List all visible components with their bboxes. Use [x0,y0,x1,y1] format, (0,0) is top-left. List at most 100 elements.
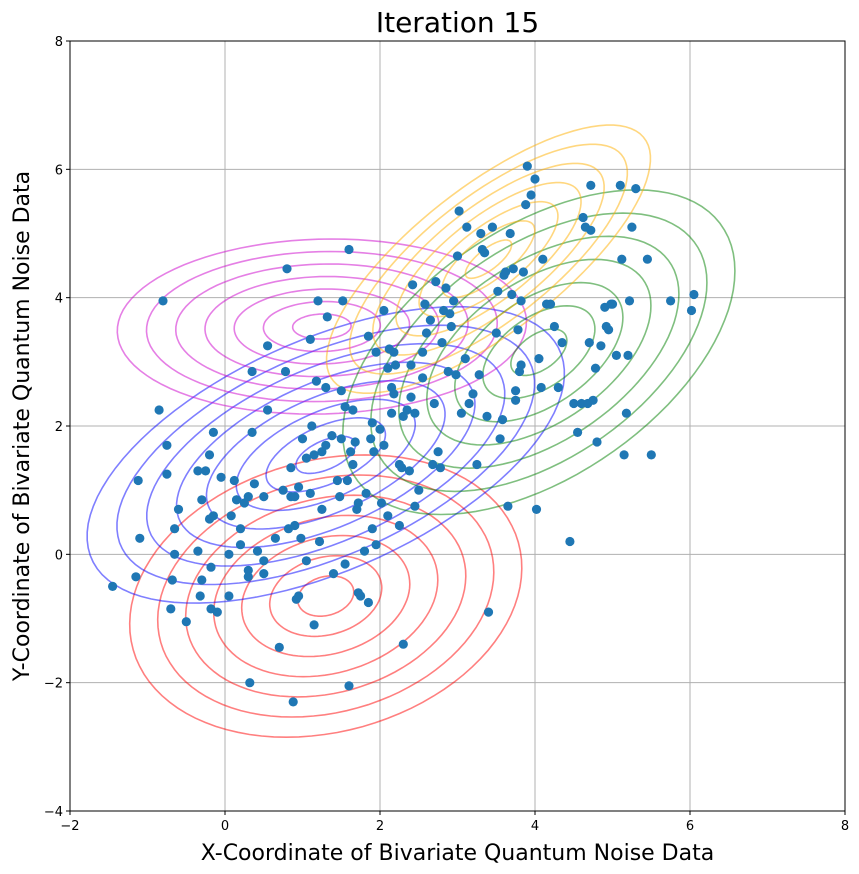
data-point [611,350,622,360]
data-point [573,427,583,437]
data-point [480,248,490,258]
data-point [390,360,401,370]
data-point [367,418,377,428]
contour-level [395,181,582,337]
data-point [195,591,205,601]
data-point [418,373,428,383]
data-point [619,450,629,460]
data-point [534,354,544,364]
data-point [247,427,257,437]
data-point [305,488,315,498]
data-point [229,475,239,486]
contour-level [296,575,355,618]
data-point [313,296,323,306]
data-point [596,341,606,351]
data-point [472,459,482,470]
data-point [317,504,327,514]
data-point [522,161,532,171]
data-point [158,296,168,306]
data-point [497,415,508,425]
data-point [487,222,497,232]
y-tick-label: 2 [55,420,63,435]
data-point [389,347,399,357]
contour-level [291,313,352,340]
contour-level [240,534,411,658]
data-point [369,447,379,457]
x-tick-label: 2 [376,819,384,834]
data-point [309,450,319,460]
contour-level [348,143,629,375]
data-point [162,440,172,450]
data-point [335,492,345,502]
data-point [314,536,325,547]
data-point [443,366,453,377]
data-point [376,498,387,508]
data-point [578,212,588,223]
data-point [425,315,435,325]
data-point [586,225,596,235]
data-point [259,492,269,502]
contour-level [268,554,383,638]
y-tick-label: 4 [55,292,63,307]
data-point [592,437,602,447]
data-point [627,222,637,232]
x-tick-label: 6 [686,819,694,834]
contour-level [233,288,411,365]
contour-level [369,212,708,493]
data-point [340,402,350,412]
data-point [666,296,676,306]
data-point [549,321,560,332]
y-tick-label: 6 [55,163,63,178]
data-point [181,617,191,627]
data-point [536,382,546,393]
data-point [513,325,523,335]
data-point [491,328,501,338]
data-point [296,533,306,543]
data-point [493,286,503,296]
data-point [604,325,614,335]
data-point [166,604,176,614]
data-point [530,174,540,184]
data-point [441,283,451,293]
data-point [483,607,494,617]
x-tick-label: 0 [221,819,229,834]
data-point [623,350,633,360]
data-point [495,434,505,444]
data-point [235,540,246,550]
data-point [297,434,308,444]
data-point [311,376,321,386]
y-tick-label: −2 [44,677,63,692]
data-point [526,190,536,200]
data-point [301,556,311,566]
data-point [565,536,575,547]
contour-red [128,454,523,739]
x-tick-label: −2 [60,819,79,834]
data-point [353,498,363,508]
y-axis-label: Y-Coordinate of Bivariate Quantum Noise … [10,171,35,682]
data-point [224,591,234,601]
x-tick-label: 8 [841,819,849,834]
data-point [305,334,315,344]
data-point [338,296,348,306]
data-point [464,398,474,409]
y-tick-label: 8 [55,35,63,50]
data-point [503,501,513,511]
contour-violet [116,238,528,415]
data-point [363,597,373,608]
data-point [501,267,511,277]
data-point [516,360,526,370]
data-point [270,533,280,543]
y-tick-label: 0 [55,548,63,563]
data-point [342,475,352,486]
data-point [410,408,420,418]
data-point [245,678,255,688]
data-point [301,453,311,463]
data-point [420,299,430,309]
data-point [322,312,332,322]
data-point [406,392,416,402]
data-point [216,472,226,482]
data-point [418,347,428,357]
data-point [208,511,218,521]
data-point [545,299,556,309]
